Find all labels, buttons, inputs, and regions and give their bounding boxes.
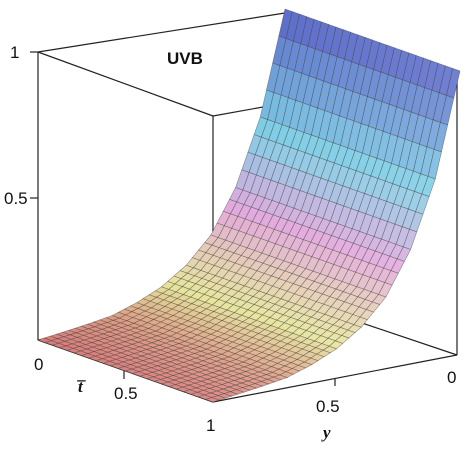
z-axis: 1 0.5: [4, 43, 38, 208]
y-tick-0: 0: [447, 368, 456, 387]
z-tick-1: 1: [10, 43, 19, 62]
t-tick-0: 0: [34, 355, 43, 374]
z-tick-0.5: 0.5: [4, 189, 28, 208]
surface-mesh: [37, 8, 461, 403]
chart-title: UVB: [167, 49, 203, 68]
t-axis-label: t̅: [76, 377, 86, 396]
y-tick-0.5: 0.5: [316, 397, 340, 416]
t-tick-1: 1: [206, 416, 215, 435]
y-axis-label: y: [321, 423, 331, 442]
t-tick-0.5: 0.5: [114, 384, 138, 403]
surface-cell: [204, 397, 221, 403]
t-axis: 0 0.5 1 t̅: [34, 355, 215, 435]
y-axis: 0.5 0 y: [316, 368, 456, 442]
